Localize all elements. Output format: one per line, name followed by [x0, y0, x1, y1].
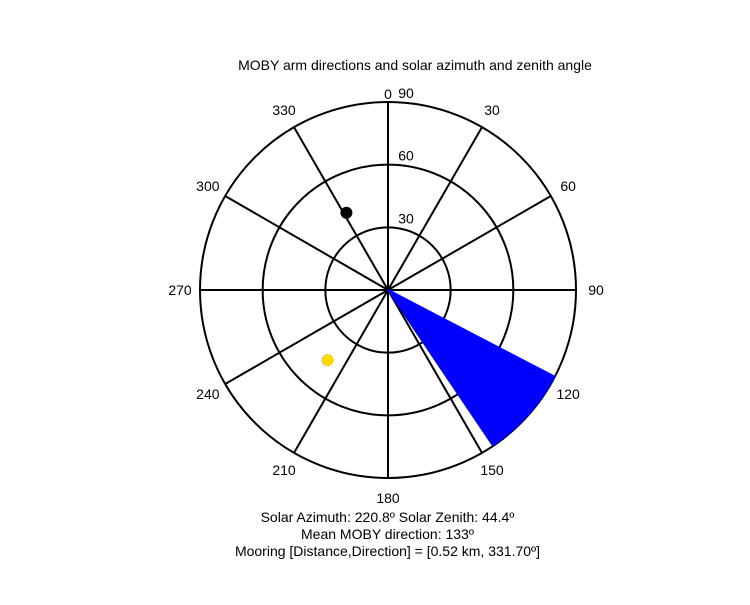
sun-marker: [321, 354, 334, 367]
angle-label-150: 150: [480, 462, 504, 478]
spoke-330: [293, 126, 389, 291]
radial-label-30: 30: [398, 210, 414, 226]
spoke-30: [387, 126, 483, 291]
radial-label-60: 60: [398, 148, 414, 164]
angle-label-0: 0: [384, 86, 392, 102]
spoke-210: [293, 289, 389, 454]
angle-label-120: 120: [556, 386, 580, 402]
radial-label-90: 90: [398, 85, 414, 101]
angle-label-330: 330: [272, 102, 296, 118]
angle-label-30: 30: [484, 102, 500, 118]
spoke-60: [387, 195, 552, 291]
moby-caption: Mean MOBY direction: 133º: [301, 526, 474, 542]
angle-label-300: 300: [196, 178, 220, 194]
spoke-150: [387, 289, 483, 454]
angle-label-180: 180: [376, 490, 400, 506]
moby-arm-directions: [387, 289, 556, 447]
angle-label-210: 210: [272, 462, 296, 478]
angle-label-90: 90: [588, 282, 604, 298]
axis-labels: 0 30 60 90 120 150 180 210 240 270 300 330 30 60 90: [168, 85, 604, 506]
moby-direction-line: [387, 289, 494, 447]
angle-label-240: 240: [196, 386, 220, 402]
angle-label-270: 270: [168, 282, 192, 298]
solar-caption: Solar Azimuth: 220.8º Solar Zenith: 44.4…: [260, 509, 515, 525]
spoke-300: [224, 195, 389, 291]
mooring-marker: [340, 206, 353, 219]
chart-title: MOBY arm directions and solar azimuth an…: [238, 57, 592, 73]
spoke-240: [224, 289, 389, 385]
markers: [321, 206, 353, 367]
angle-label-60: 60: [560, 178, 576, 194]
mooring-caption: Mooring [Distance,Direction] = [0.52 km,…: [234, 543, 541, 559]
